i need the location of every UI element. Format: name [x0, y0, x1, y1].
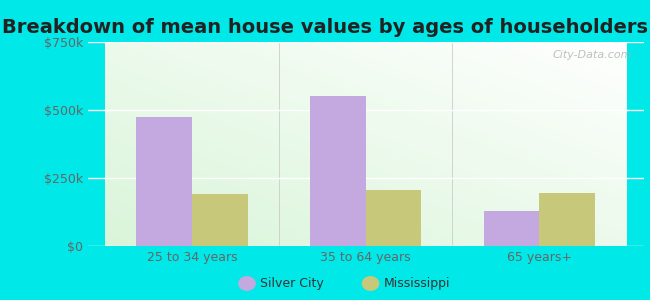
Text: Silver City: Silver City	[260, 277, 324, 290]
Text: Breakdown of mean house values by ages of householders: Breakdown of mean house values by ages o…	[2, 18, 648, 37]
Bar	[540, 193, 595, 246]
Text: Mississippi: Mississippi	[384, 277, 450, 290]
Bar	[192, 194, 248, 246]
Bar	[365, 190, 421, 246]
Bar	[484, 211, 540, 246]
Bar	[310, 96, 365, 246]
Bar	[136, 117, 192, 246]
Text: City-Data.com: City-Data.com	[553, 50, 632, 60]
